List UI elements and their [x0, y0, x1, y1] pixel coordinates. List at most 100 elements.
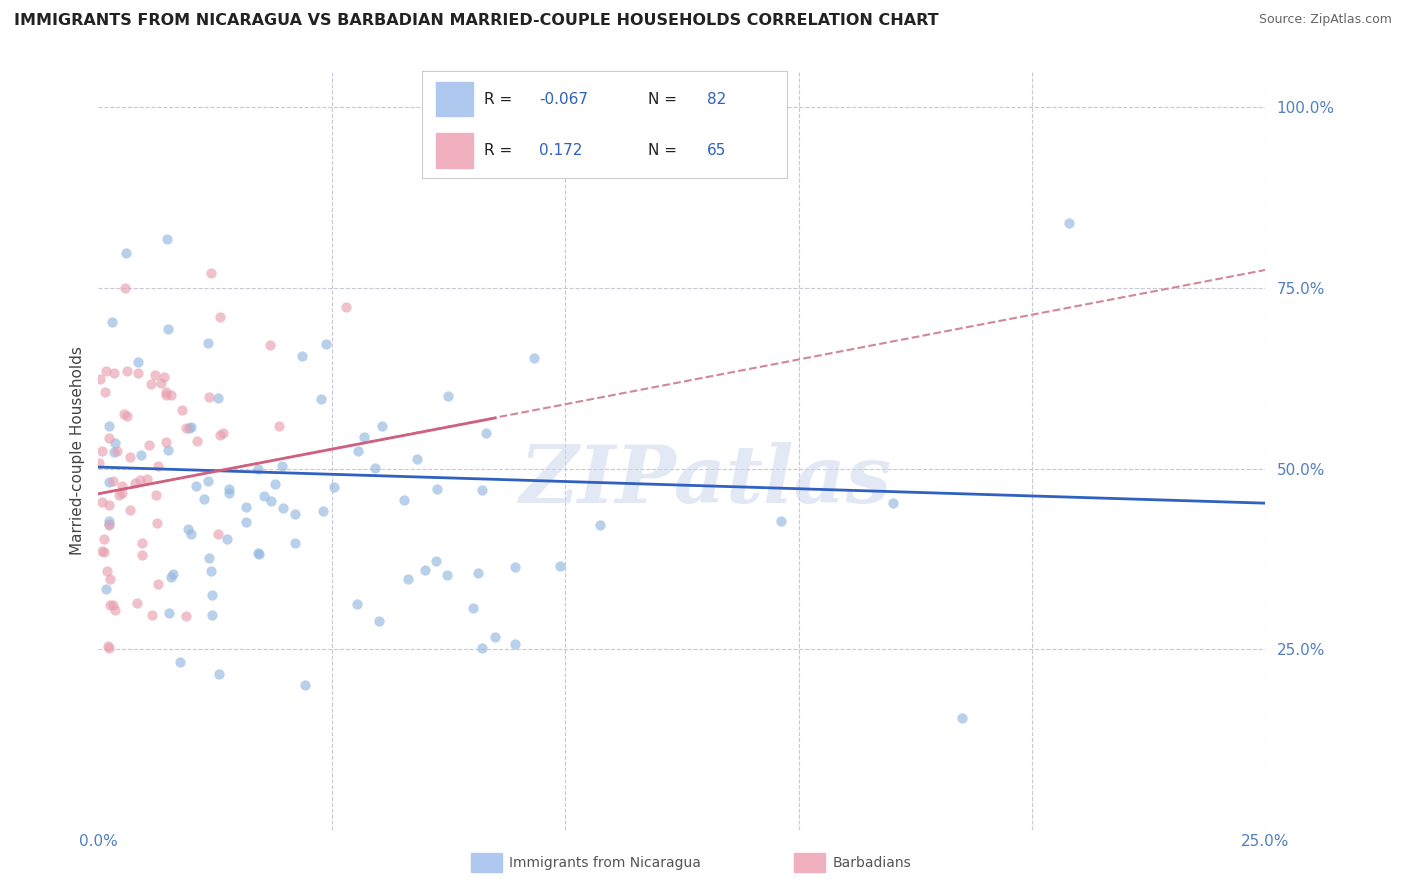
Point — [91, 495, 114, 509]
Point — [471, 483, 494, 498]
Y-axis label: Married-couple Households: Married-couple Households — [69, 346, 84, 555]
Point — [111, 479, 134, 493]
Point — [155, 434, 177, 449]
Point — [101, 474, 124, 488]
Text: Barbadians: Barbadians — [832, 855, 911, 870]
Text: R =: R = — [484, 92, 517, 107]
Point — [170, 403, 193, 417]
Point — [770, 514, 793, 528]
Point — [93, 545, 115, 559]
Point — [353, 430, 375, 444]
Point — [91, 543, 114, 558]
Point — [291, 349, 314, 363]
Point — [98, 517, 121, 532]
Text: N =: N = — [648, 143, 682, 158]
Point — [235, 500, 257, 514]
Point — [322, 480, 344, 494]
Point — [96, 564, 118, 578]
Point — [259, 494, 281, 508]
Point — [184, 479, 207, 493]
Point — [98, 640, 121, 655]
Point — [193, 491, 215, 506]
Text: Immigrants from Nicaragua: Immigrants from Nicaragua — [509, 855, 700, 870]
Point — [177, 420, 200, 434]
Point — [93, 532, 115, 546]
Point — [155, 388, 177, 402]
Point — [271, 458, 294, 473]
Point — [207, 527, 229, 541]
Point — [208, 666, 231, 681]
Point — [207, 391, 229, 405]
Text: -0.067: -0.067 — [538, 92, 588, 107]
Point — [218, 486, 240, 500]
Point — [426, 482, 449, 496]
Point — [98, 419, 121, 434]
Point — [461, 601, 484, 615]
Point — [523, 351, 546, 365]
Point — [311, 392, 333, 406]
Point — [114, 281, 136, 295]
Point — [97, 639, 120, 653]
Point — [174, 421, 197, 435]
Point — [96, 364, 118, 378]
Point — [235, 515, 257, 529]
Point — [89, 456, 111, 470]
Point — [284, 536, 307, 550]
Point — [98, 599, 121, 613]
Point — [98, 572, 121, 586]
Point — [246, 462, 269, 476]
Point — [118, 450, 141, 465]
Point — [143, 368, 166, 382]
Point — [346, 597, 368, 611]
Point — [406, 452, 429, 467]
Point — [138, 437, 160, 451]
Text: 65: 65 — [707, 143, 727, 158]
Point — [471, 640, 494, 655]
Text: IMMIGRANTS FROM NICARAGUA VS BARBADIAN MARRIED-COUPLE HOUSEHOLDS CORRELATION CHA: IMMIGRANTS FROM NICARAGUA VS BARBADIAN M… — [14, 13, 939, 29]
Point — [120, 503, 142, 517]
Point — [503, 559, 526, 574]
Text: R =: R = — [484, 143, 517, 158]
Point — [127, 366, 149, 380]
Point — [186, 434, 208, 448]
Point — [208, 428, 231, 442]
Point — [437, 389, 460, 403]
Point — [127, 354, 149, 368]
Point — [131, 448, 153, 462]
Point — [371, 419, 394, 434]
Point — [267, 419, 290, 434]
Point — [264, 477, 287, 491]
Point — [101, 598, 124, 612]
Point — [247, 547, 270, 561]
Point — [335, 300, 357, 314]
Point — [484, 630, 506, 644]
FancyBboxPatch shape — [436, 134, 472, 168]
Point — [146, 577, 169, 591]
Point — [1059, 216, 1081, 230]
Point — [115, 409, 138, 423]
Point — [97, 517, 120, 532]
Point — [392, 492, 415, 507]
Point — [103, 366, 125, 380]
Point — [153, 369, 176, 384]
Point — [131, 548, 153, 562]
Point — [117, 364, 139, 378]
FancyBboxPatch shape — [436, 82, 472, 116]
Point — [215, 532, 238, 546]
Point — [212, 426, 235, 441]
Point — [97, 475, 120, 489]
Point — [159, 388, 181, 402]
Point — [157, 443, 180, 458]
Point — [315, 337, 337, 351]
Point — [101, 316, 124, 330]
Point — [146, 516, 169, 530]
Point — [271, 500, 294, 515]
Point — [105, 443, 128, 458]
Point — [103, 445, 125, 459]
Point — [91, 444, 114, 458]
Point — [882, 496, 904, 510]
Text: ZIPatlas: ZIPatlas — [519, 442, 891, 519]
Point — [200, 564, 222, 578]
Point — [218, 482, 240, 496]
Point — [97, 514, 120, 528]
